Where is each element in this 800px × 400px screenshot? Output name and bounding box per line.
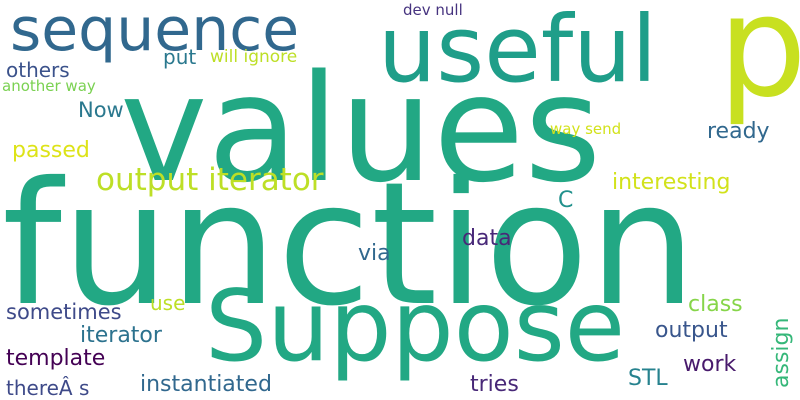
word-via: via [358,241,391,266]
word-way-send: way send [550,120,622,138]
word-interesting: interesting [612,170,731,195]
word-c: C [558,188,574,213]
word-instantiated: instantiated [140,372,272,397]
word-another-way: another way [2,77,96,95]
word-passed: passed [12,138,90,163]
word-dev-null: dev null [403,1,463,19]
word-sequence: sequence [10,0,300,65]
word-theres: thereÂ s [6,376,90,400]
word-function: function [2,146,697,344]
word-suppose: Suppose [205,270,626,384]
word-work: work [683,352,737,377]
word-sometimes: sometimes [6,300,122,324]
word-use: use [150,291,186,315]
word-assign: assign [769,317,794,388]
word-tries: tries [470,372,519,397]
word-data: data [462,226,512,251]
word-will-ignore: will ignore [210,47,298,67]
word-p: p [718,0,800,129]
word-put: put [163,45,197,69]
word-iterator: iterator [80,323,162,348]
word-others: others [6,58,70,82]
word-stl: STL [628,366,668,391]
word-now: Now [78,98,124,122]
word-useful: useful [378,0,658,103]
word-template: template [6,346,106,371]
word-output: output [655,318,728,343]
word-output-iterator: output iterator [96,162,324,198]
word-ready: ready [707,119,770,144]
word-class: class [688,292,743,317]
word-values: values [120,43,602,215]
